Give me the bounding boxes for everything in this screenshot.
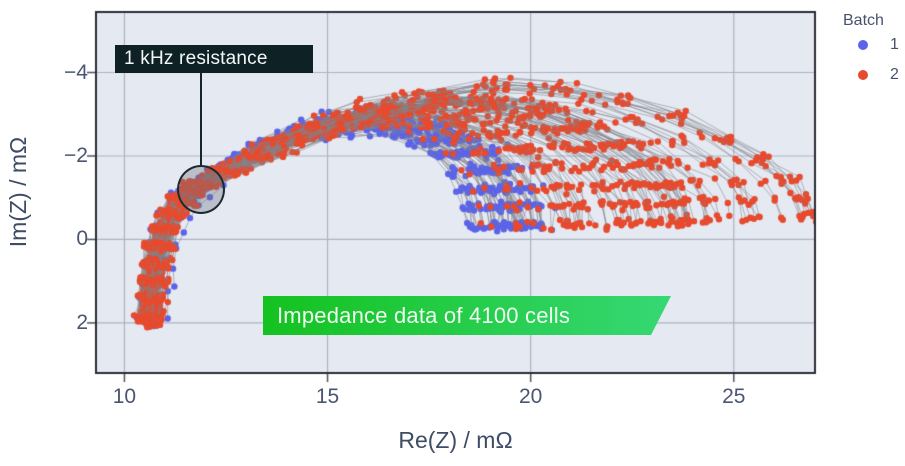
x-tick-label: 15 xyxy=(315,385,340,408)
x-tick-label: 25 xyxy=(722,385,746,408)
legend-item-batch-2[interactable]: 2 xyxy=(836,60,905,90)
1khz-point-highlight-circle xyxy=(177,165,225,214)
legend-title: Batch xyxy=(843,12,884,29)
batch-1-marker-icon xyxy=(858,40,868,50)
legend-item-label: 2 xyxy=(890,66,899,83)
x-axis-title: Re(Z) / mΩ xyxy=(398,427,513,453)
y-axis-title: Im(Z) / mΩ xyxy=(5,136,31,248)
annotation-1khz-resistance: 1 kHz resistance xyxy=(115,45,313,73)
legend: Batch 1 2 xyxy=(836,12,905,90)
x-tick-label: 10 xyxy=(112,385,137,408)
legend-item-batch-1[interactable]: 1 xyxy=(836,30,905,60)
batch-2-marker-icon xyxy=(858,70,868,80)
legend-item-label: 1 xyxy=(890,36,899,53)
x-tick-label: 20 xyxy=(518,385,543,408)
y-tick-label: 0 xyxy=(76,227,88,251)
annotation-connector-line xyxy=(200,72,202,167)
y-tick-label: −4 xyxy=(64,60,88,84)
y-tick-label: 2 xyxy=(76,310,88,334)
y-tick-label: −2 xyxy=(64,143,88,167)
impedance-data-banner: Impedance data of 4100 cells xyxy=(263,296,671,335)
